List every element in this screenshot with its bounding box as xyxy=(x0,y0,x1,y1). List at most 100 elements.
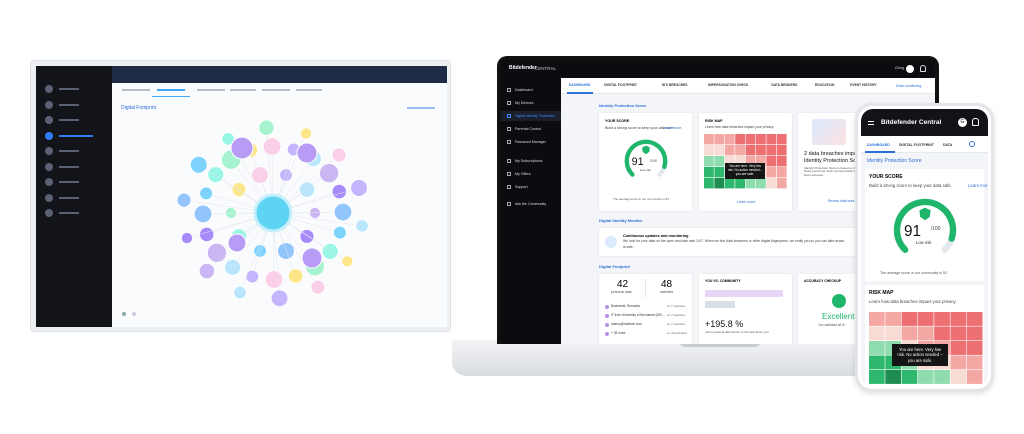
score-card: YOUR SCORE Build a strong score to keep y… xyxy=(599,113,692,211)
item-label: marius@rndlevel.com xyxy=(611,322,642,326)
card-link[interactable]: Learn more xyxy=(737,200,756,204)
heat-cell xyxy=(966,312,983,326)
card-link[interactable]: Learn more xyxy=(968,183,988,188)
heat-cell xyxy=(745,145,756,156)
card-text: more personal data found on the web abou… xyxy=(705,330,769,334)
phone-brand: Bitdefender Central xyxy=(881,119,942,126)
graph-node xyxy=(258,119,275,136)
heat-cell xyxy=(934,370,950,384)
bell[interactable] xyxy=(920,65,926,72)
card-link[interactable]: Review data brea xyxy=(828,199,855,203)
card-link[interactable]: Learn more xyxy=(663,126,682,130)
gauge-fill xyxy=(624,139,668,177)
laptop-screen: Bitdefender CENTRAL Greg Dashboard My Device… xyxy=(501,60,935,344)
card-text: Build a strong score to keep your data s… xyxy=(605,126,675,130)
nav-line xyxy=(59,134,93,137)
nav-item[interactable]: My Subscriptions xyxy=(515,159,543,163)
community-bar xyxy=(705,290,783,297)
heat-cell xyxy=(776,134,787,145)
tab[interactable]: DASHBOARD xyxy=(569,83,591,87)
graph-node xyxy=(221,132,235,146)
score-risk: Low risk xyxy=(639,167,651,172)
nav-item[interactable]: Digital Identity Protection xyxy=(515,114,555,118)
nav-icon xyxy=(507,88,511,92)
score: 91 xyxy=(904,223,922,240)
graph-node xyxy=(270,289,289,308)
heat-cell xyxy=(901,326,918,341)
nav-item[interactable]: My Offers xyxy=(515,172,531,176)
phone-avatar[interactable]: G xyxy=(958,118,967,127)
graph-node xyxy=(321,242,339,260)
tab[interactable]: ID'S BREACHES xyxy=(661,83,688,87)
tablet-title: Digital Footprint xyxy=(121,105,157,111)
card-title: YOUR SCORE xyxy=(605,119,630,123)
nav-line xyxy=(59,196,79,199)
tab[interactable]: DIGITAL FOOTPRINT xyxy=(899,143,934,147)
tab-line xyxy=(230,89,256,91)
search-icon[interactable] xyxy=(969,141,975,147)
nav-item[interactable]: Parental Control xyxy=(515,127,541,131)
average: The average score in our community is 53 xyxy=(613,197,669,201)
monitor-link[interactable]: Data monitoring xyxy=(896,84,922,88)
item-count: on 40 websites xyxy=(667,331,688,335)
tab[interactable]: DASHBOARD xyxy=(867,143,890,147)
monitor-card: Continuous updates and monitoring We look… xyxy=(599,228,889,256)
nav-icon xyxy=(45,85,53,93)
nav-item[interactable]: Support xyxy=(515,185,528,189)
heat-cell xyxy=(917,370,934,384)
heat-cell xyxy=(766,156,777,167)
tab[interactable]: DATA xyxy=(943,143,953,147)
tab-line xyxy=(122,89,150,91)
tab-underline xyxy=(865,151,895,153)
tab[interactable]: IMPERSONATION CHECK xyxy=(708,83,749,87)
count-label: websites xyxy=(660,290,674,294)
graph-node xyxy=(251,166,269,184)
nav-item[interactable]: Ask the Community xyxy=(515,202,547,206)
tab[interactable]: EDUCATION xyxy=(815,83,835,87)
tab-underline xyxy=(567,92,593,94)
phone-score-card: YOUR SCORE Build a strong score to keep y… xyxy=(865,169,988,281)
heat-cell xyxy=(869,355,885,370)
divider xyxy=(645,278,646,298)
phone: Bitdefender Central G DASHBOARD DIGITAL FOO… xyxy=(855,103,994,392)
phone-bell[interactable] xyxy=(972,118,979,126)
monitor-title: Continuous updates and monitoring xyxy=(623,234,689,238)
menu-icon[interactable] xyxy=(868,121,874,125)
monitor-icon xyxy=(605,236,617,248)
monitor-text: We look for your data on the open and da… xyxy=(623,239,845,243)
graph-node xyxy=(224,258,242,276)
user[interactable]: Greg xyxy=(895,65,904,70)
brand-suffix: CENTRAL xyxy=(535,66,557,71)
risk-card: RISK MAP Learn how data breaches impact y… xyxy=(699,113,792,211)
nav-item[interactable]: My Devices xyxy=(515,101,534,105)
graph-node xyxy=(245,269,260,284)
tab[interactable]: DIGITAL FOOTPRINT xyxy=(604,83,638,87)
pager xyxy=(122,312,126,316)
graph-node xyxy=(277,242,295,260)
accuracy-status: Excellent xyxy=(822,312,855,321)
heat-cell xyxy=(714,167,725,178)
nav-line xyxy=(59,88,79,90)
sidebar: Dashboard My Devices Digital Identity Prot… xyxy=(501,78,561,344)
graph-node xyxy=(310,279,326,295)
avatar[interactable] xyxy=(906,65,914,73)
nav-item[interactable]: Dashboard xyxy=(515,88,533,92)
graph-hub xyxy=(301,247,323,269)
heat-cell xyxy=(714,134,725,145)
nav-icon xyxy=(507,127,511,131)
heat-cell xyxy=(766,134,777,145)
tab[interactable]: DATA BROKERS xyxy=(771,83,798,87)
tab[interactable]: EVENT HISTORY xyxy=(850,83,877,87)
footprint-card: 42 personal data 48 websites Bucharest, Roma… xyxy=(599,274,692,344)
heat-cell xyxy=(869,370,885,384)
nav-icon xyxy=(45,209,53,217)
graph-node xyxy=(308,207,321,220)
graph-hub xyxy=(296,142,318,164)
graph-node xyxy=(262,137,282,156)
nav-icon xyxy=(45,116,53,124)
graph-node xyxy=(341,255,354,268)
score-max: /100 xyxy=(649,159,657,164)
score-max: /100 xyxy=(930,226,941,233)
nav-item[interactable]: Password Manager xyxy=(515,140,546,144)
